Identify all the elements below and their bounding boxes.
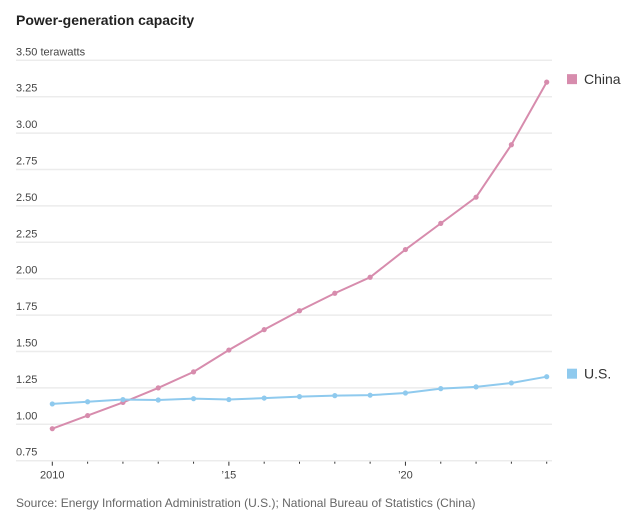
data-point — [226, 347, 232, 353]
data-point — [155, 385, 161, 391]
y-tick-label: 2.75 — [16, 156, 37, 168]
series-line-china — [51, 81, 548, 430]
data-point — [508, 380, 514, 386]
data-point — [544, 374, 550, 380]
data-point — [367, 392, 373, 398]
data-point — [120, 396, 126, 403]
y-tick-label: 1.25 — [16, 374, 37, 386]
data-point — [367, 274, 373, 280]
data-point — [508, 142, 514, 148]
data-point — [49, 426, 55, 432]
data-point — [438, 386, 444, 392]
legend-label: U.S. — [584, 366, 611, 382]
y-tick-label: 2.50 — [16, 192, 37, 204]
data-point — [190, 396, 197, 402]
chart-title: Power-generation capacity — [16, 12, 195, 28]
data-point — [438, 220, 444, 226]
legend-swatch — [567, 368, 577, 379]
data-point — [155, 397, 161, 403]
y-tick-label: 0.75 — [16, 447, 37, 459]
data-point — [544, 79, 550, 85]
data-point — [49, 401, 55, 407]
data-point — [85, 399, 91, 405]
y-tick-label: 2.00 — [16, 265, 37, 277]
y-tick-label: 3.25 — [16, 83, 37, 95]
y-tick-label: 3.50 terawatts — [16, 46, 86, 58]
data-point — [332, 290, 338, 296]
y-tick-label: 1.75 — [16, 301, 37, 313]
x-tick-label: ’20 — [398, 470, 413, 482]
data-point — [190, 369, 197, 375]
legend-swatch — [567, 74, 577, 85]
data-point — [226, 396, 232, 403]
data-point — [261, 327, 267, 333]
data-point — [296, 308, 303, 314]
legend-label: China — [584, 71, 621, 87]
data-point — [402, 246, 409, 253]
y-tick-label: 1.50 — [16, 338, 37, 350]
y-tick-label: 3.00 — [16, 119, 37, 131]
data-point — [261, 395, 267, 401]
data-point — [473, 194, 479, 200]
data-point — [332, 393, 338, 399]
source-note: Source: Energy Information Administratio… — [16, 496, 476, 510]
series-line-us — [52, 375, 547, 405]
x-tick-label: 2010 — [40, 470, 64, 482]
data-point — [402, 390, 409, 396]
y-tick-label: 2.25 — [16, 228, 37, 240]
data-point — [296, 394, 303, 400]
y-tick-label: 1.00 — [16, 410, 37, 422]
data-point — [85, 412, 91, 419]
data-point — [473, 384, 479, 390]
x-tick-label: ’15 — [222, 470, 237, 482]
